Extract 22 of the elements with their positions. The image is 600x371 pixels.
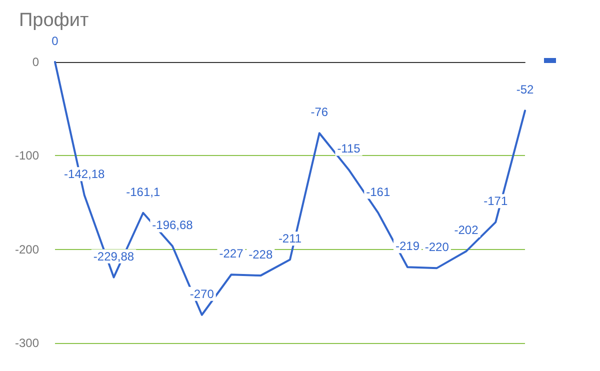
data-label: -161	[366, 184, 390, 199]
y-tick-label: -300	[14, 336, 40, 350]
data-label: -76	[310, 105, 328, 120]
data-label: -219	[395, 239, 420, 254]
data-label: -211	[278, 232, 302, 246]
data-label: -52	[516, 82, 534, 97]
y-tick-label: 0	[32, 55, 40, 69]
data-label: -161,1	[126, 184, 160, 199]
data-label: -220	[424, 240, 450, 254]
chart-title: Профит	[19, 10, 90, 31]
data-label: -228	[248, 248, 273, 262]
y-tick-label: -100	[14, 148, 40, 163]
data-label: -115	[337, 142, 361, 156]
data-label: -229,88	[93, 249, 134, 264]
y-tick-label: -200	[14, 242, 40, 256]
data-label: -171	[484, 194, 508, 208]
data-label: -142,18	[64, 167, 106, 182]
data-label: -227	[219, 246, 244, 261]
data-label: -196,68	[152, 218, 194, 232]
data-label: -270	[190, 286, 214, 301]
data-label: -202	[454, 223, 479, 238]
data-label: 0	[52, 34, 59, 48]
